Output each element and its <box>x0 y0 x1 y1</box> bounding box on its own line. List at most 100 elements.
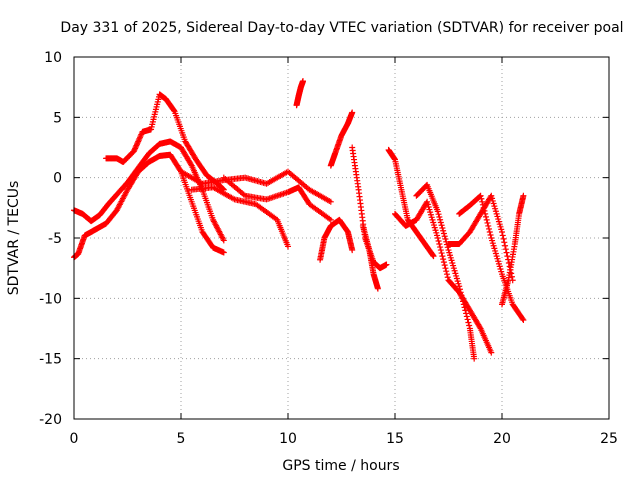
x-axis-label: GPS time / hours <box>282 458 399 474</box>
data-point <box>488 349 495 356</box>
series-track-17 <box>499 192 527 308</box>
data-point <box>437 219 444 226</box>
data-point <box>460 298 467 305</box>
y-tick-label: 0 <box>53 171 62 187</box>
series-track-5 <box>188 184 291 250</box>
data-point <box>499 228 505 235</box>
data-point <box>135 137 142 144</box>
plot-frame <box>73 56 610 420</box>
data-point <box>480 204 487 211</box>
series-track-16 <box>456 192 527 324</box>
data-point <box>441 262 448 269</box>
data-point <box>465 319 472 326</box>
data-point <box>442 236 449 243</box>
data-point <box>436 213 443 220</box>
data-point <box>476 324 483 331</box>
data-point <box>502 246 509 253</box>
data-point <box>502 242 509 249</box>
data-point <box>327 198 334 205</box>
data-point <box>478 195 485 202</box>
x-tick-label: 0 <box>70 431 79 447</box>
series-track-8 <box>317 216 356 263</box>
data-point <box>430 253 437 260</box>
data-point <box>187 161 194 168</box>
data-point <box>482 213 489 220</box>
data-point <box>503 249 510 256</box>
x-tick-label: 20 <box>493 431 511 447</box>
data-point <box>499 232 506 239</box>
data-point <box>520 192 527 199</box>
data-point <box>349 109 356 116</box>
y-tick-label: 10 <box>44 50 62 66</box>
data-point <box>463 313 470 320</box>
data-point <box>136 135 143 142</box>
series-track-9 <box>327 109 356 169</box>
data-point <box>457 289 464 296</box>
data-point <box>327 216 334 223</box>
data-point <box>460 301 467 308</box>
data-point <box>349 247 356 254</box>
data-point <box>383 261 390 268</box>
data-point <box>437 216 444 223</box>
data-point <box>429 252 436 259</box>
data-point <box>439 225 446 232</box>
y-tick-label: -10 <box>39 291 62 307</box>
data-point <box>462 307 469 314</box>
y-tick-labels: 10 5 0 -5 -10 -15 -20 <box>39 50 62 428</box>
data-point <box>443 268 450 275</box>
data-point <box>434 208 441 215</box>
data-point <box>435 211 442 218</box>
data-point <box>463 310 470 317</box>
data-point <box>134 139 141 146</box>
data-point <box>437 244 444 251</box>
data-point <box>374 285 381 292</box>
data-point <box>220 237 227 244</box>
x-tick-label: 25 <box>600 431 618 447</box>
data-points <box>71 78 527 362</box>
data-point <box>220 249 227 256</box>
series-track-7 <box>293 78 306 109</box>
y-axis-label: SDTVAR / TECUs <box>6 181 22 296</box>
y-tick-label: -15 <box>39 352 62 368</box>
data-point <box>438 250 445 257</box>
data-point <box>440 259 447 266</box>
data-point <box>137 132 144 139</box>
data-point <box>479 201 486 208</box>
data-point <box>436 241 443 248</box>
data-point <box>481 207 488 214</box>
series-track-6 <box>220 174 334 223</box>
data-point <box>285 243 291 250</box>
data-point <box>500 235 507 242</box>
data-point <box>442 265 449 272</box>
data-point <box>444 274 451 281</box>
grid <box>74 57 609 419</box>
data-point <box>461 304 468 311</box>
x-tick-label: 10 <box>279 431 297 447</box>
data-point <box>477 192 484 199</box>
data-point <box>438 222 445 229</box>
data-point <box>130 148 137 155</box>
data-point <box>444 244 451 251</box>
data-point <box>131 146 138 153</box>
data-point <box>456 286 463 293</box>
data-point <box>471 355 478 362</box>
y-tick-label: -5 <box>48 231 62 247</box>
data-point <box>479 198 486 205</box>
data-point <box>135 138 142 145</box>
data-point <box>504 253 511 260</box>
data-point <box>519 315 526 322</box>
x-tick-labels: 0 5 10 15 20 25 <box>70 431 618 447</box>
data-point <box>482 210 489 217</box>
data-point <box>439 253 446 260</box>
y-tick-label: 5 <box>53 110 62 126</box>
data-point <box>132 143 139 150</box>
data-point <box>299 78 306 85</box>
chart-title: Day 331 of 2025, Sidereal Day-to-day VTE… <box>60 20 623 36</box>
data-point <box>132 145 139 152</box>
data-point <box>486 228 493 235</box>
data-point <box>441 233 448 240</box>
series-track-3 <box>103 91 227 193</box>
data-point <box>440 227 447 234</box>
